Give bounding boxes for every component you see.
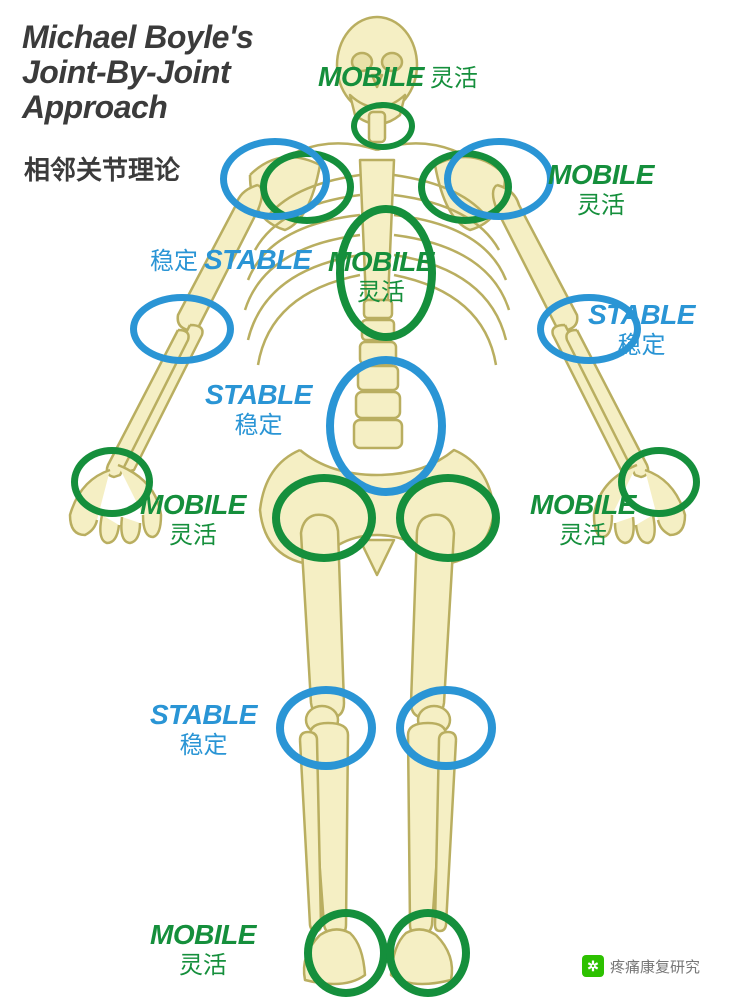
circle-scapula-r — [444, 138, 554, 220]
circle-hip-r — [396, 474, 500, 562]
label-ankle-en: MOBILE — [150, 920, 256, 951]
label-t-spine-en: MOBILE — [328, 247, 434, 278]
watermark-text: 疼痛康复研究 — [610, 956, 700, 977]
watermark: ✲ 疼痛康复研究 — [582, 955, 700, 977]
circle-neck — [351, 102, 415, 150]
label-l-spine-en: STABLE — [205, 380, 312, 411]
label-ankle: MOBILE灵活 — [150, 920, 256, 979]
label-hip-r-zh: 灵活 — [530, 523, 636, 549]
label-l-spine: STABLE稳定 — [205, 380, 312, 439]
circle-knee-r — [396, 686, 496, 770]
diagram-title: Michael Boyle's Joint-By-Joint Approach — [22, 20, 253, 126]
wechat-icon: ✲ — [582, 955, 604, 977]
label-hip-l-zh: 灵活 — [140, 523, 246, 549]
label-l-spine-zh: 稳定 — [205, 413, 312, 439]
label-hip-l-en: MOBILE — [140, 490, 246, 521]
label-knee-zh: 稳定 — [150, 733, 257, 759]
label-knee: STABLE稳定 — [150, 700, 257, 759]
label-neck-en: MOBILE — [318, 62, 424, 93]
label-t-spine: MOBILE灵活 — [328, 247, 434, 306]
label-t-spine-zh: 灵活 — [328, 280, 434, 306]
label-hip-l: MOBILE灵活 — [140, 490, 246, 549]
label-shoulder-r-zh: 灵活 — [548, 193, 654, 219]
label-elbow-l: 稳定STABLE — [150, 245, 311, 276]
label-elbow-r-zh: 稳定 — [588, 333, 695, 359]
label-shoulder-r: MOBILE灵活 — [548, 160, 654, 219]
label-elbow-l-en: STABLE — [204, 245, 311, 276]
circle-scapula-l — [220, 138, 330, 220]
diagram-stage: Michael Boyle's Joint-By-Joint Approach … — [0, 0, 750, 1000]
label-knee-en: STABLE — [150, 700, 257, 731]
diagram-subtitle: 相邻关节理论 — [24, 150, 180, 187]
label-ankle-zh: 灵活 — [150, 953, 256, 979]
circle-ankle-l — [304, 909, 388, 997]
label-elbow-r: STABLE稳定 — [588, 300, 695, 359]
label-elbow-l-zh: 稳定 — [150, 249, 198, 275]
label-shoulder-r-en: MOBILE — [548, 160, 654, 191]
label-neck-zh: 灵活 — [430, 66, 478, 92]
label-elbow-r-en: STABLE — [588, 300, 695, 331]
label-neck: MOBILE灵活 — [318, 62, 478, 93]
label-hip-r-en: MOBILE — [530, 490, 636, 521]
circle-l-spine — [326, 356, 446, 496]
circle-hip-l — [272, 474, 376, 562]
circle-ankle-r — [386, 909, 470, 997]
circle-elbow-l — [130, 294, 234, 364]
circle-knee-l — [276, 686, 376, 770]
label-hip-r: MOBILE灵活 — [530, 490, 636, 549]
